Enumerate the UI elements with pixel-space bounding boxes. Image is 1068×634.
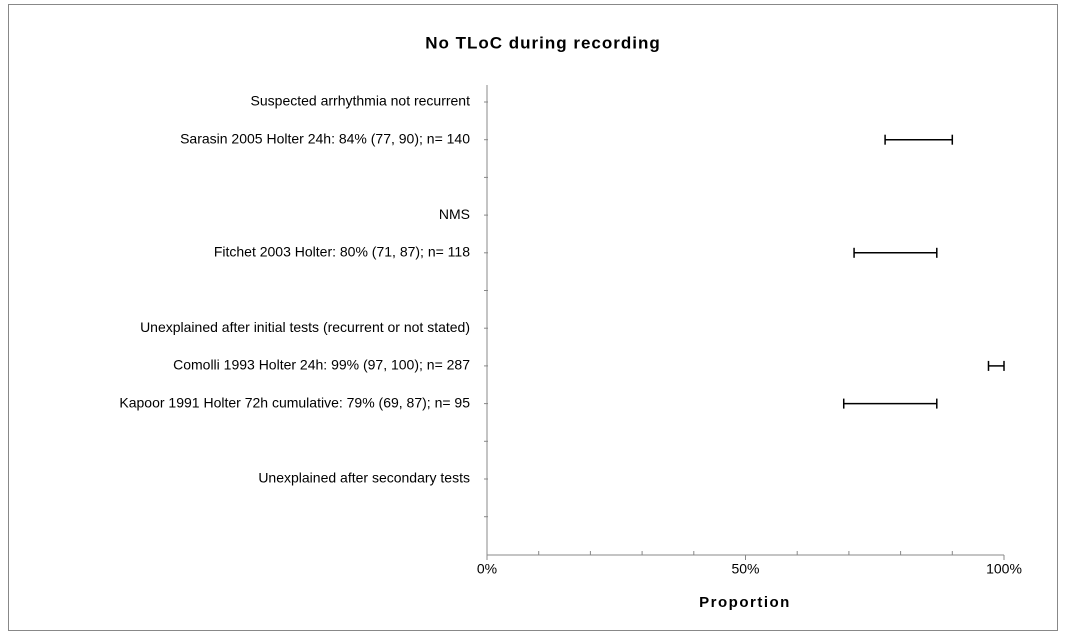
row-label: Comolli 1993 Holter 24h: 99% (97, 100); … [173, 357, 470, 373]
row-label: Kapoor 1991 Holter 72h cumulative: 79% (… [119, 394, 470, 410]
x-tick-label: 0% [477, 561, 497, 577]
row-label: Unexplained after initial tests (recurre… [140, 319, 470, 335]
row-label: Sarasin 2005 Holter 24h: 84% (77, 90); n… [180, 130, 470, 146]
chart-title: No TLoC during recording [425, 33, 661, 52]
row-label: Suspected arrhythmia not recurrent [251, 93, 471, 109]
x-tick-label: 100% [986, 561, 1022, 577]
row-label: Unexplained after secondary tests [258, 470, 470, 486]
row-label: Fitchet 2003 Holter: 80% (71, 87); n= 11… [214, 244, 470, 260]
x-tick-label: 50% [731, 561, 759, 577]
row-label: NMS [439, 206, 470, 222]
chart-frame [8, 4, 1058, 631]
x-axis-title: Proportion [699, 594, 791, 611]
